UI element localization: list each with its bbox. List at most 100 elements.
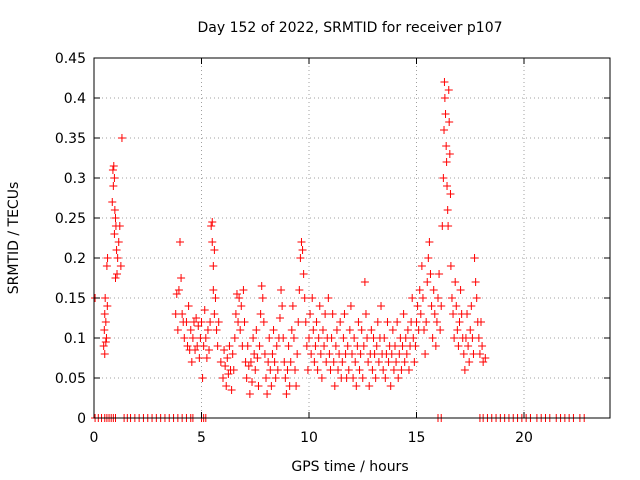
data-point bbox=[288, 302, 297, 310]
data-point bbox=[471, 278, 480, 286]
data-point bbox=[237, 302, 246, 310]
y-tick-label: 0.35 bbox=[55, 131, 86, 147]
data-point bbox=[259, 318, 268, 326]
data-point bbox=[465, 358, 474, 366]
x-tick-label: 20 bbox=[515, 430, 533, 446]
data-point bbox=[354, 318, 363, 326]
data-point bbox=[311, 342, 320, 350]
data-point bbox=[252, 326, 261, 334]
data-point bbox=[224, 370, 233, 378]
data-point bbox=[110, 230, 119, 238]
data-point bbox=[230, 334, 239, 342]
data-point bbox=[199, 342, 208, 350]
data-point bbox=[268, 350, 277, 358]
data-point bbox=[460, 366, 469, 374]
data-point bbox=[102, 334, 111, 342]
x-tick-label: 0 bbox=[90, 430, 99, 446]
data-point bbox=[110, 174, 119, 182]
data-point bbox=[361, 310, 370, 318]
data-point bbox=[440, 78, 449, 86]
data-point bbox=[188, 334, 197, 342]
data-point bbox=[219, 374, 227, 382]
data-point bbox=[358, 374, 367, 382]
data-point bbox=[431, 342, 440, 350]
data-point bbox=[212, 326, 221, 334]
data-point bbox=[174, 286, 183, 294]
data-point bbox=[380, 334, 389, 342]
data-point bbox=[455, 318, 464, 326]
data-point bbox=[474, 334, 483, 342]
data-point bbox=[423, 278, 432, 286]
data-point bbox=[428, 334, 437, 342]
data-point bbox=[115, 222, 124, 230]
data-point bbox=[442, 142, 451, 150]
data-point bbox=[308, 294, 317, 302]
data-point bbox=[477, 318, 485, 326]
data-point bbox=[192, 314, 201, 322]
data-point bbox=[289, 334, 298, 342]
data-point bbox=[229, 366, 238, 374]
data-point bbox=[295, 286, 304, 294]
data-point bbox=[278, 302, 287, 310]
data-point bbox=[208, 238, 217, 246]
data-point bbox=[481, 354, 490, 362]
data-point bbox=[394, 374, 403, 382]
data-point bbox=[287, 326, 296, 334]
data-point bbox=[402, 350, 411, 358]
data-point bbox=[330, 382, 339, 390]
data-point bbox=[303, 366, 312, 374]
data-point bbox=[470, 254, 479, 262]
data-point bbox=[404, 366, 413, 374]
x-tick-label: 15 bbox=[408, 430, 426, 446]
data-point bbox=[442, 158, 451, 166]
grid-layer bbox=[94, 58, 610, 418]
data-point bbox=[253, 354, 262, 362]
data-point bbox=[329, 358, 338, 366]
data-point bbox=[260, 350, 269, 358]
data-point bbox=[435, 270, 444, 278]
data-point bbox=[443, 182, 452, 190]
data-point bbox=[421, 350, 430, 358]
data-point bbox=[294, 318, 303, 326]
data-point bbox=[340, 310, 349, 318]
data-point bbox=[316, 350, 325, 358]
data-point bbox=[360, 278, 369, 286]
data-point bbox=[208, 218, 217, 226]
data-point bbox=[410, 358, 419, 366]
data-point bbox=[417, 262, 426, 270]
data-point bbox=[314, 334, 323, 342]
data-point bbox=[240, 318, 249, 326]
data-point bbox=[202, 354, 211, 362]
data-point bbox=[103, 302, 112, 310]
data-point bbox=[454, 342, 463, 350]
data-point bbox=[415, 286, 424, 294]
data-point bbox=[351, 358, 360, 366]
data-point bbox=[245, 390, 254, 398]
data-point bbox=[210, 310, 219, 318]
data-point bbox=[328, 310, 337, 318]
data-point bbox=[403, 326, 412, 334]
data-point bbox=[437, 302, 446, 310]
data-point bbox=[453, 326, 462, 334]
data-point bbox=[338, 358, 347, 366]
data-point bbox=[416, 310, 425, 318]
data-point bbox=[109, 182, 118, 190]
data-point bbox=[214, 318, 223, 326]
data-point bbox=[187, 358, 196, 366]
y-tick-label: 0.05 bbox=[55, 371, 86, 387]
data-point bbox=[345, 326, 354, 334]
data-point bbox=[392, 358, 401, 366]
data-point bbox=[279, 334, 288, 342]
data-point bbox=[349, 374, 358, 382]
data-point bbox=[267, 382, 276, 390]
data-point bbox=[339, 334, 348, 342]
data-point bbox=[110, 206, 119, 214]
data-point bbox=[336, 318, 345, 326]
y-tick-label: 0.4 bbox=[64, 91, 86, 107]
data-point bbox=[216, 358, 225, 366]
data-point bbox=[411, 342, 420, 350]
data-point bbox=[377, 302, 386, 310]
data-point bbox=[327, 334, 336, 342]
data-point bbox=[232, 290, 241, 298]
